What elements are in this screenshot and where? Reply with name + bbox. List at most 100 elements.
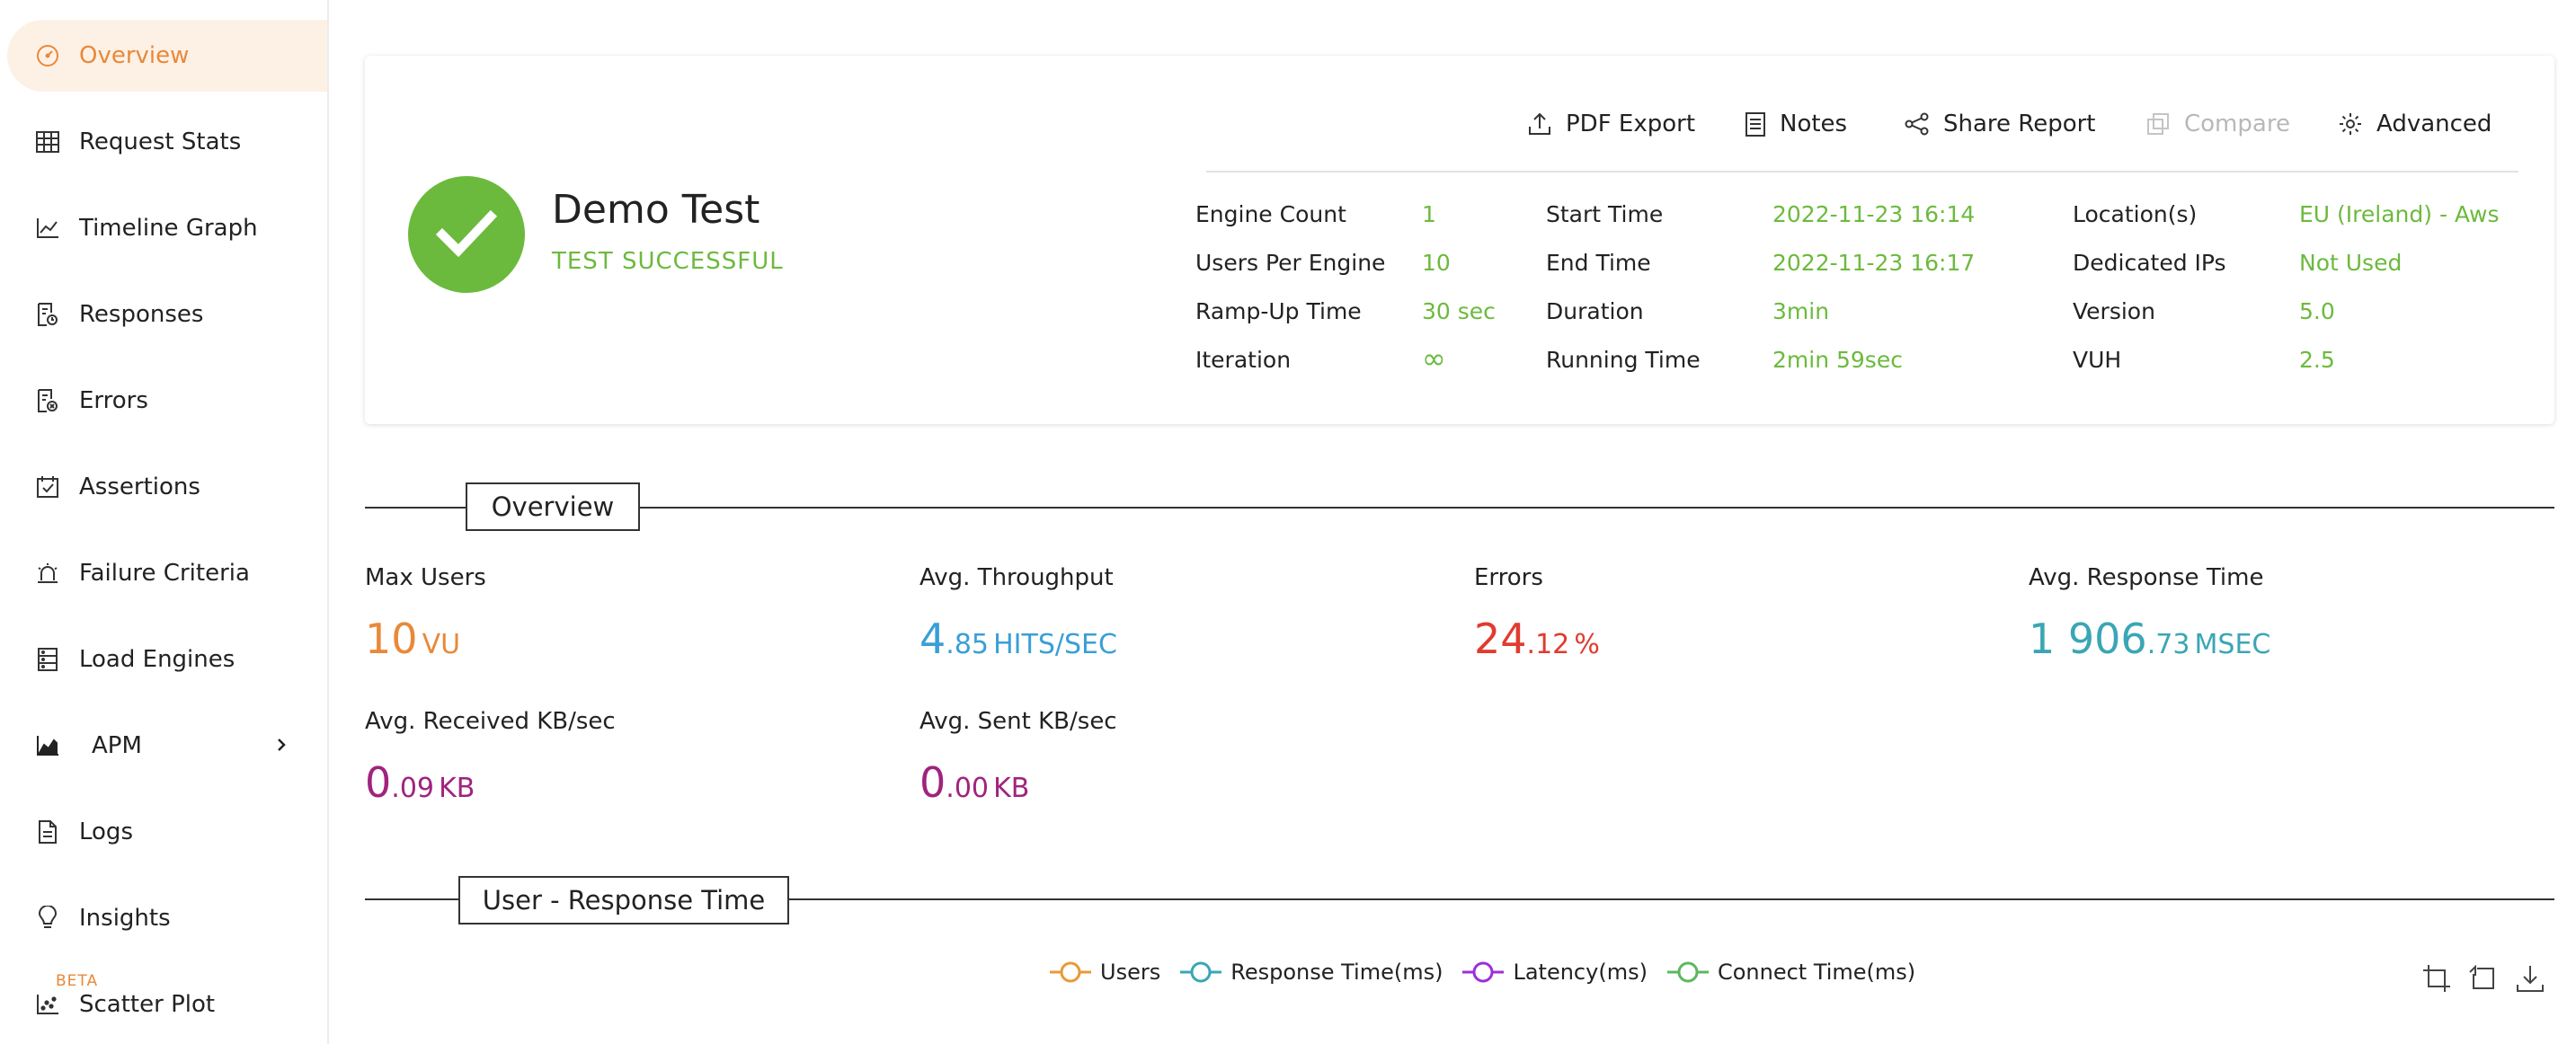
iteration-value: ∞ bbox=[1422, 341, 1446, 376]
sidebar-item-apm[interactable]: APM bbox=[7, 710, 327, 782]
ramp-up-value: 30 sec bbox=[1422, 298, 1496, 324]
overview-divider bbox=[365, 507, 2554, 509]
gauge-icon bbox=[34, 43, 61, 68]
vuh-value: 2.5 bbox=[2299, 347, 2335, 373]
start-time-value: 2022-11-23 16:14 bbox=[1772, 201, 1976, 227]
sidebar-item-timeline-graph[interactable]: Timeline Graph bbox=[7, 192, 327, 264]
avg-throughput-value: 4.85 HITS/SEC bbox=[919, 615, 1117, 663]
sidebar-item-label: Load Engines bbox=[79, 646, 235, 673]
sidebar: Overview Request Stats Timeline Graph Re… bbox=[0, 0, 329, 1044]
sidebar-item-label: APM bbox=[92, 732, 142, 759]
success-check-icon bbox=[408, 176, 525, 293]
alarm-icon bbox=[34, 561, 61, 586]
calendar-check-icon bbox=[34, 474, 61, 500]
vuh-label: VUH bbox=[2073, 347, 2122, 373]
response-doc-icon bbox=[34, 302, 61, 327]
sidebar-item-request-stats[interactable]: Request Stats bbox=[7, 106, 327, 178]
ramp-up-label: Ramp-Up Time bbox=[1195, 298, 1362, 324]
duration-label: Duration bbox=[1546, 298, 1644, 324]
start-time-label: Start Time bbox=[1546, 201, 1664, 227]
duration-value: 3min bbox=[1772, 298, 1830, 324]
test-summary-card: Demo Test TEST SUCCESSFUL PDF Export Not… bbox=[365, 56, 2554, 424]
dedicated-ips-value: Not Used bbox=[2299, 250, 2403, 276]
users-per-engine-label: Users Per Engine bbox=[1195, 250, 1386, 276]
end-time-label: End Time bbox=[1546, 250, 1651, 276]
version-label: Version bbox=[2073, 298, 2155, 324]
legend-item-latency[interactable]: Latency(ms) bbox=[1462, 959, 1648, 986]
download-icon[interactable] bbox=[2515, 963, 2545, 994]
notes-icon bbox=[1745, 112, 1765, 137]
version-value: 5.0 bbox=[2299, 298, 2335, 324]
legend-marker-icon bbox=[1666, 961, 1709, 983]
zoom-reset-icon[interactable] bbox=[2468, 963, 2499, 994]
running-time-label: Running Time bbox=[1546, 347, 1701, 373]
sidebar-item-label: Errors bbox=[79, 387, 148, 414]
advanced-button[interactable]: Advanced bbox=[2337, 106, 2492, 142]
scatter-icon bbox=[34, 992, 61, 1017]
zoom-select-icon[interactable] bbox=[2421, 963, 2452, 994]
legend-item-users[interactable]: Users bbox=[1050, 959, 1160, 986]
locations-label: Location(s) bbox=[2073, 201, 2198, 227]
notes-label: Notes bbox=[1780, 111, 1848, 137]
pdf-export-label: PDF Export bbox=[1566, 111, 1696, 137]
avg-throughput-label: Avg. Throughput bbox=[919, 564, 1114, 591]
sidebar-item-assertions[interactable]: Assertions bbox=[7, 451, 327, 523]
avg-response-time-value: 1 906.73 MSEC bbox=[2029, 615, 2271, 663]
line-chart-icon bbox=[34, 216, 61, 241]
sidebar-item-overview[interactable]: Overview bbox=[7, 20, 327, 92]
lightbulb-icon bbox=[34, 906, 61, 931]
errors-label: Errors bbox=[1474, 564, 1543, 591]
test-name: Demo Test bbox=[552, 187, 760, 233]
compare-button[interactable]: Compare bbox=[2145, 106, 2290, 142]
sidebar-item-responses[interactable]: Responses bbox=[7, 279, 327, 350]
iteration-label: Iteration bbox=[1195, 347, 1292, 373]
chevron-right-icon[interactable] bbox=[268, 731, 295, 758]
compare-label: Compare bbox=[2184, 111, 2290, 137]
sidebar-item-load-engines[interactable]: Load Engines bbox=[7, 624, 327, 695]
sidebar-item-label: Request Stats bbox=[79, 128, 242, 155]
engine-count-value: 1 bbox=[1422, 201, 1436, 227]
legend-item-connect-time[interactable]: Connect Time(ms) bbox=[1666, 959, 1915, 986]
share-report-button[interactable]: Share Report bbox=[1904, 106, 2095, 142]
error-doc-icon bbox=[34, 388, 61, 413]
overview-section-title: Overview bbox=[466, 482, 640, 531]
locations-value: EU (Ireland) - Aws bbox=[2299, 201, 2500, 227]
avg-sent-value: 0.00 KB bbox=[919, 758, 1030, 807]
sidebar-item-label: Responses bbox=[79, 301, 204, 328]
chart-legend: Users Response Time(ms) Latency(ms) Conn… bbox=[1050, 956, 1935, 988]
server-icon bbox=[34, 647, 61, 672]
pdf-export-button[interactable]: PDF Export bbox=[1526, 106, 1695, 142]
dedicated-ips-label: Dedicated IPs bbox=[2073, 250, 2226, 276]
compare-icon bbox=[2147, 113, 2169, 135]
legend-item-response-time[interactable]: Response Time(ms) bbox=[1180, 959, 1443, 986]
sidebar-item-label: Assertions bbox=[79, 473, 200, 500]
avg-sent-label: Avg. Sent KB/sec bbox=[919, 708, 1117, 735]
share-report-label: Share Report bbox=[1943, 111, 2096, 137]
errors-value: 24.12 % bbox=[1474, 615, 1600, 663]
beta-badge: BETA bbox=[56, 972, 99, 990]
legend-marker-icon bbox=[1050, 961, 1091, 983]
avg-received-label: Avg. Received KB/sec bbox=[365, 708, 616, 735]
users-per-engine-value: 10 bbox=[1422, 250, 1451, 276]
max-users-label: Max Users bbox=[365, 564, 486, 591]
sidebar-item-label: Logs bbox=[79, 818, 133, 845]
upload-icon bbox=[1529, 112, 1550, 135]
sidebar-item-label: Failure Criteria bbox=[79, 560, 250, 587]
sidebar-item-label: Overview bbox=[79, 42, 190, 69]
sidebar-item-label: Insights bbox=[79, 905, 171, 932]
user-response-section-title: User - Response Time bbox=[458, 876, 789, 925]
sidebar-item-insights[interactable]: Insights bbox=[7, 882, 327, 954]
sidebar-item-logs[interactable]: Logs bbox=[7, 796, 327, 868]
sidebar-item-failure-criteria[interactable]: Failure Criteria bbox=[7, 537, 327, 609]
legend-marker-icon bbox=[1462, 961, 1505, 983]
notes-button[interactable]: Notes bbox=[1744, 106, 1847, 142]
avg-response-time-label: Avg. Response Time bbox=[2029, 564, 2264, 591]
table-icon bbox=[34, 129, 61, 155]
user-response-divider bbox=[365, 898, 2554, 900]
share-icon bbox=[1905, 112, 1929, 136]
advanced-label: Advanced bbox=[2376, 111, 2492, 137]
sidebar-item-errors[interactable]: Errors bbox=[7, 365, 327, 437]
area-chart-icon bbox=[34, 733, 61, 758]
legend-marker-icon bbox=[1180, 961, 1222, 983]
sidebar-item-scatter-plot[interactable]: Scatter Plot bbox=[7, 969, 327, 1040]
